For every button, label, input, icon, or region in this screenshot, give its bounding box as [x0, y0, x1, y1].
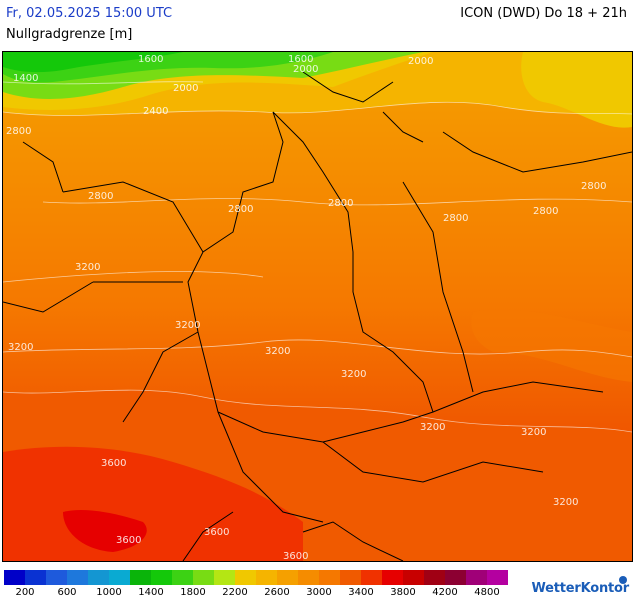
legend-swatch: [193, 570, 214, 585]
iso-label: 3600: [204, 527, 229, 538]
parameter-title: Nullgradgrenze [m]: [6, 27, 133, 42]
iso-label: 3200: [521, 427, 546, 438]
iso-label: 3200: [420, 422, 445, 433]
iso-label: 2800: [88, 191, 113, 202]
legend-swatch: [151, 570, 172, 585]
legend-swatch: [466, 570, 487, 585]
iso-label: 2000: [408, 56, 433, 67]
legend-tick-label: 3400: [348, 587, 374, 598]
legend-tick-label: 3800: [390, 587, 416, 598]
iso-label: 2800: [6, 126, 31, 137]
legend-tick-label: 3000: [306, 587, 332, 598]
iso-label: 2800: [228, 204, 253, 215]
legend-swatch: [109, 570, 130, 585]
iso-label: 2000: [173, 83, 198, 94]
legend-swatch: [403, 570, 424, 585]
legend-tick-label: 4200: [432, 587, 458, 598]
legend-swatch: [172, 570, 193, 585]
zone-east-patch: [471, 309, 632, 382]
iso-label: 2000: [293, 64, 318, 75]
iso-label: 2400: [143, 106, 168, 117]
map-canvas: 1600 1600 2000 2000 2000 1400 2400 2800 …: [3, 52, 632, 561]
legend-tick-label: 600: [57, 587, 77, 598]
legend-tick-label: 4800: [474, 587, 500, 598]
legend-swatch: [88, 570, 109, 585]
legend-tick-label: 1400: [138, 587, 164, 598]
legend-swatch: [487, 570, 508, 585]
iso-label: 3600: [101, 458, 126, 469]
zone-4000: [63, 510, 147, 552]
legend-swatch: [361, 570, 382, 585]
legend-swatch: [340, 570, 361, 585]
iso-label: 2800: [328, 198, 353, 209]
iso-label: 3200: [265, 346, 290, 357]
iso-label: 1600: [138, 54, 163, 65]
legend-swatch: [235, 570, 256, 585]
zone-1400: [3, 52, 183, 73]
brand-logo[interactable]: WetterKontor: [531, 581, 629, 596]
weather-map[interactable]: 1600 1600 2000 2000 2000 1400 2400 2800 …: [2, 51, 633, 562]
legend-swatch: [67, 570, 88, 585]
color-legend: [4, 570, 508, 585]
iso-label: 3200: [175, 320, 200, 331]
iso-label: 3600: [116, 535, 141, 546]
legend-swatch: [277, 570, 298, 585]
legend-swatch: [130, 570, 151, 585]
legend-swatch: [298, 570, 319, 585]
forecast-datetime: Fr, 02.05.2025 15:00 UTC: [6, 6, 173, 21]
iso-label: 1400: [13, 73, 38, 84]
brand-icon: [619, 576, 627, 584]
iso-label: 2800: [443, 213, 468, 224]
legend-swatch: [4, 570, 25, 585]
iso-label: 1600: [288, 54, 313, 65]
iso-label: 3200: [75, 262, 100, 273]
legend-swatch: [445, 570, 466, 585]
iso-label: 3200: [8, 342, 33, 353]
legend-tick-label: 200: [15, 587, 35, 598]
iso-label: 3200: [341, 369, 366, 380]
iso-label: 2800: [533, 206, 558, 217]
legend-tick-label: 1000: [96, 587, 122, 598]
borders: [3, 71, 632, 561]
iso-label: 3200: [553, 497, 578, 508]
zone-2200-east: [521, 52, 632, 128]
legend-swatch: [382, 570, 403, 585]
iso-label: 2800: [581, 181, 606, 192]
legend-swatch: [424, 570, 445, 585]
legend-tick-label: 1800: [180, 587, 206, 598]
legend-swatch: [319, 570, 340, 585]
isoline-labels: 1600 1600 2000 2000 2000 1400 2400 2800 …: [6, 54, 606, 561]
legend-swatch: [46, 570, 67, 585]
legend-tick-label: 2600: [264, 587, 290, 598]
legend-swatch: [256, 570, 277, 585]
legend-ticks: 200 600 1000 1400 1800 2200 2600 3000 3400 3800 42…: [4, 587, 524, 599]
isolines: [3, 81, 632, 433]
legend-swatch: [214, 570, 235, 585]
legend-swatch: [25, 570, 46, 585]
iso-label: 3600: [283, 551, 308, 561]
model-run-info: ICON (DWD) Do 18 + 21h: [460, 6, 627, 21]
legend-tick-label: 2200: [222, 587, 248, 598]
